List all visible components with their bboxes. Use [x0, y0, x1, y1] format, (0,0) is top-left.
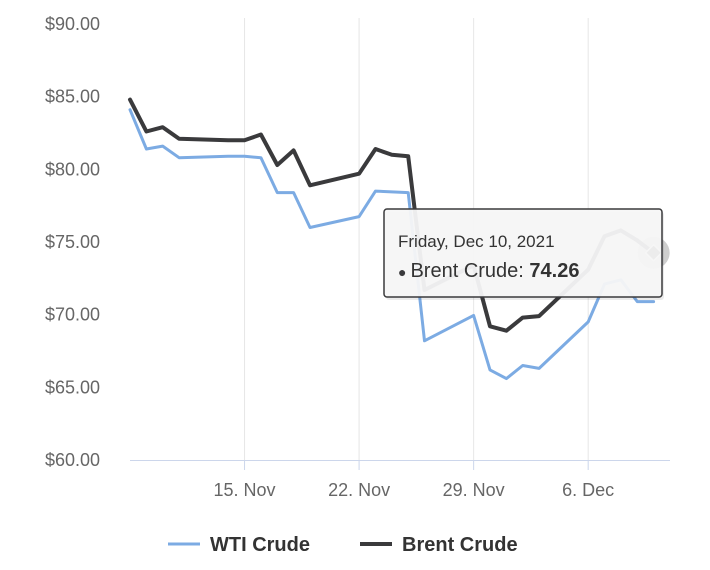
x-tick-label: 22. Nov	[328, 480, 390, 500]
legend: WTI Crude Brent Crude	[168, 534, 518, 556]
tooltip-date: Friday, Dec 10, 2021	[398, 232, 555, 251]
x-tick-label: 6. Dec	[562, 480, 614, 500]
x-tick-label: 29. Nov	[443, 480, 505, 500]
legend-label-brent-crude: Brent Crude	[402, 534, 518, 556]
y-tick-label: $80.00	[45, 159, 100, 179]
tooltip-series-line: ● Brent Crude: 74.26	[398, 260, 579, 282]
tooltip: Friday, Dec 10, 2021 ● Brent Crude: 74.26	[383, 208, 664, 300]
tooltip-box	[383, 208, 663, 298]
y-tick-label: $65.00	[45, 377, 100, 397]
y-tick-label: $60.00	[45, 450, 100, 470]
tooltip-series-name: Brent Crude:	[410, 260, 529, 282]
x-axis-ticks: 15. Nov 22. Nov 29. Nov 6. Dec	[214, 480, 615, 500]
series-line-wti-crude	[128, 108, 656, 381]
tooltip-value: 74.26	[529, 260, 579, 282]
tooltip-bullet: ●	[398, 264, 406, 280]
y-tick-label: $70.00	[45, 305, 100, 325]
y-axis-ticks: $60.00 $65.00 $70.00 $75.00 $80.00 $85.00 $90.…	[45, 14, 100, 470]
y-tick-label: $75.00	[45, 232, 100, 252]
y-tick-label: $85.00	[45, 87, 100, 107]
x-tick-label: 15. Nov	[214, 480, 276, 500]
legend-label-wti-crude: WTI Crude	[210, 534, 310, 556]
y-tick-label: $90.00	[45, 14, 100, 34]
